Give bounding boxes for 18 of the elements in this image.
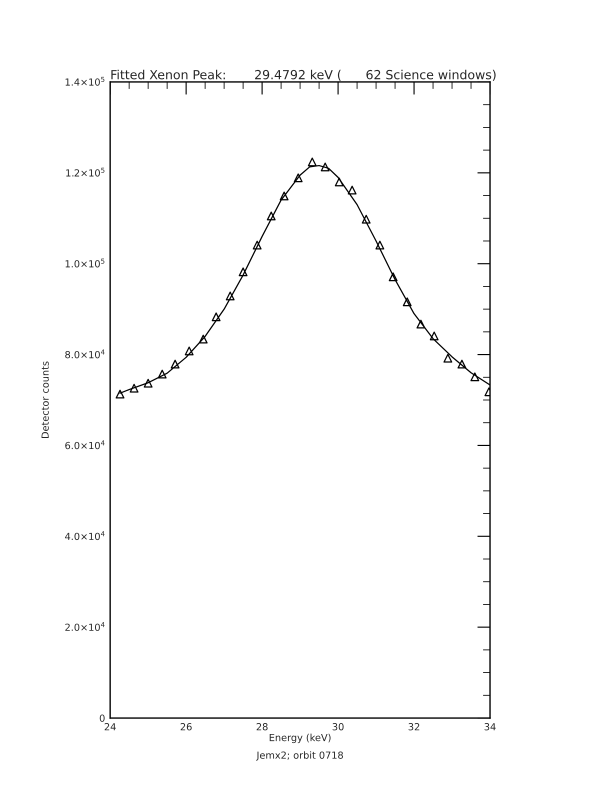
- x-tick-label: 34: [484, 723, 496, 730]
- y-tick-label: 1.0×10$^{5}$: [66, 258, 104, 268]
- y-tick-label: 0: [100, 714, 105, 722]
- x-tick-label: 32: [408, 723, 420, 730]
- y-tick-label: 6.0×10$^{4}$: [65, 440, 105, 450]
- x-axis-title: Energy (keV): [270, 734, 331, 744]
- y-axis-title: Detector counts: [42, 362, 49, 438]
- x-tick-label: 28: [256, 723, 268, 730]
- y-tick-label: 8.0×10$^{4}$: [65, 350, 105, 358]
- y-tick-label: 1.2×10$^{5}$: [66, 168, 104, 177]
- x-tick-label: 26: [180, 723, 192, 730]
- text: Jemx2; orbit 0718: [256, 751, 343, 761]
- x-tick-label: 30: [332, 723, 344, 730]
- chart-title: Fitted Xenon Peak: 29.4792 keV ( 62 Science windows): [111, 70, 496, 81]
- y-tick-label: 2.0×10$^{4}$: [65, 622, 105, 631]
- x-tick-label: 24: [104, 723, 116, 730]
- y-tick-label: 4.0×10$^{4}$: [65, 531, 105, 540]
- y-tick-label: 1.4×10$^{5}$: [66, 76, 104, 86]
